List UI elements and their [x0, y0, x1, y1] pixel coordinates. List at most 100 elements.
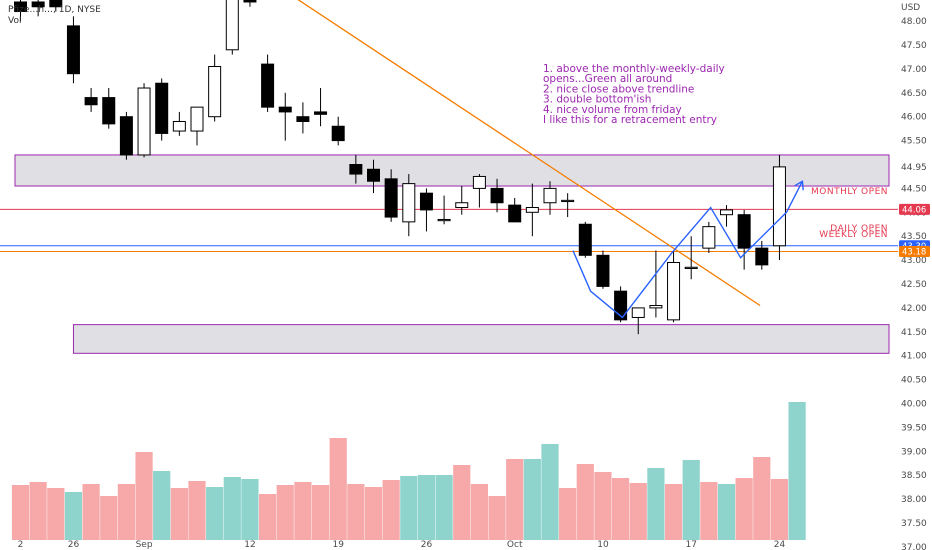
candle: [261, 54, 275, 112]
candle: [508, 197, 522, 223]
volume-bar: [29, 482, 47, 540]
candles: [14, 0, 786, 335]
candle: [102, 88, 116, 129]
candle: [384, 169, 398, 222]
candle: [225, 0, 239, 55]
price-tick-label: 44.95: [901, 163, 927, 173]
time-tick-label: 17: [685, 540, 696, 550]
price-tick-label: 41.50: [901, 328, 927, 338]
candle: [720, 205, 733, 227]
volume-bar: [417, 475, 436, 540]
volume-bar: [506, 459, 524, 540]
time-tick-label: Oct: [507, 540, 523, 550]
projection-path: [572, 180, 804, 319]
candle: [702, 221, 716, 253]
volume-bar: [276, 485, 294, 540]
price-tick-label: 37.00: [901, 543, 927, 550]
price-tick-label: 46.50: [901, 89, 927, 99]
volume-bar: [294, 482, 312, 540]
time-tick-label: 2: [18, 540, 24, 550]
volume-bar: [735, 478, 753, 540]
candle: [455, 186, 469, 215]
volume-bar: [559, 488, 577, 540]
price-tick-label: 47.50: [901, 41, 927, 51]
resistance-zone: [14, 154, 890, 187]
monthly-open-label: MONTHLY OPEN: [811, 187, 888, 197]
candle: [119, 111, 133, 160]
volume-bar: [100, 496, 118, 540]
volume-bar: [117, 484, 135, 540]
candle: [349, 154, 363, 184]
candle: [66, 16, 80, 84]
time-tick-label: 26: [68, 540, 80, 550]
symbol-label: Pfize…h…, 1D, NYSE: [8, 5, 101, 15]
price-tick-label: 40.50: [901, 376, 927, 386]
price-tick-label: 41.00: [901, 352, 927, 362]
support-zone: [72, 324, 890, 354]
price-tick-label: 37.50: [901, 519, 927, 529]
annotation-line: 1. above the monthly-weekly-daily: [543, 63, 725, 75]
price-axis: USD 37.00 37.50 38.00 38.50 39.00 39.50 40.00 40…: [901, 3, 927, 550]
candle: [472, 174, 486, 208]
candle: [49, 0, 63, 12]
svg-text:43.18: 43.18: [902, 248, 926, 258]
volume-bar: [453, 465, 471, 540]
volume-bar: [753, 457, 771, 540]
candle: [278, 92, 292, 141]
time-tick-label: 26: [421, 540, 433, 550]
time-tick-label: Sep: [136, 540, 153, 550]
candle: [402, 174, 416, 237]
candle: [755, 240, 769, 270]
candle: [137, 83, 151, 158]
candle: [243, 0, 257, 7]
price-tick-label: 48.00: [901, 17, 927, 27]
candle: [208, 54, 222, 122]
price-tick-label: 42.50: [901, 280, 927, 290]
time-tick-label: 19: [332, 540, 344, 550]
price-zones: [14, 154, 890, 354]
volume-bar: [700, 482, 718, 540]
candle: [490, 178, 504, 213]
candle: [314, 88, 328, 127]
volume-bar: [770, 479, 789, 540]
time-tick-label: 24: [774, 540, 786, 550]
volume-bar: [153, 471, 171, 540]
price-tick-label: 39.50: [901, 423, 927, 433]
volume-bar: [647, 468, 665, 540]
price-tick-label: 38.00: [901, 495, 927, 505]
candle: [631, 307, 645, 335]
candle: [649, 250, 663, 318]
volume-bar: [664, 484, 683, 540]
candle: [155, 78, 169, 141]
price-tick-label: 44.50: [901, 184, 927, 194]
volume-bar: [170, 488, 188, 540]
volume-bar: [788, 402, 806, 540]
volume-bar: [576, 464, 594, 540]
volume-bar: [629, 483, 647, 540]
daily-open-label: DAILY OPEN: [830, 224, 888, 234]
monthly-open-price-tag: 44.06: [899, 203, 930, 216]
volume-bar: [594, 472, 612, 540]
svg-text:44.06: 44.06: [902, 206, 926, 216]
trendline: [297, 0, 761, 307]
candle: [596, 250, 610, 289]
price-tick-label: 40.00: [901, 400, 927, 410]
weekly-open-label: WEEKLY OPEN: [819, 230, 888, 240]
volume-bar: [64, 492, 83, 540]
volume-bar: [682, 460, 700, 540]
volume-bar: [259, 494, 277, 540]
candle: [419, 188, 433, 232]
annotation-text: 1. above the monthly-weekly-daily opens..…: [543, 63, 725, 126]
candle: [525, 183, 539, 237]
axis-unit: USD: [901, 3, 920, 13]
price-tick-label: 43.50: [901, 232, 927, 242]
volume-bar: [382, 480, 400, 540]
volume-bar: [82, 484, 100, 540]
volume-label: Vol: [8, 16, 21, 26]
volume-bar: [400, 476, 418, 540]
projection-path-group: [572, 180, 804, 319]
volume-bar: [717, 484, 736, 540]
